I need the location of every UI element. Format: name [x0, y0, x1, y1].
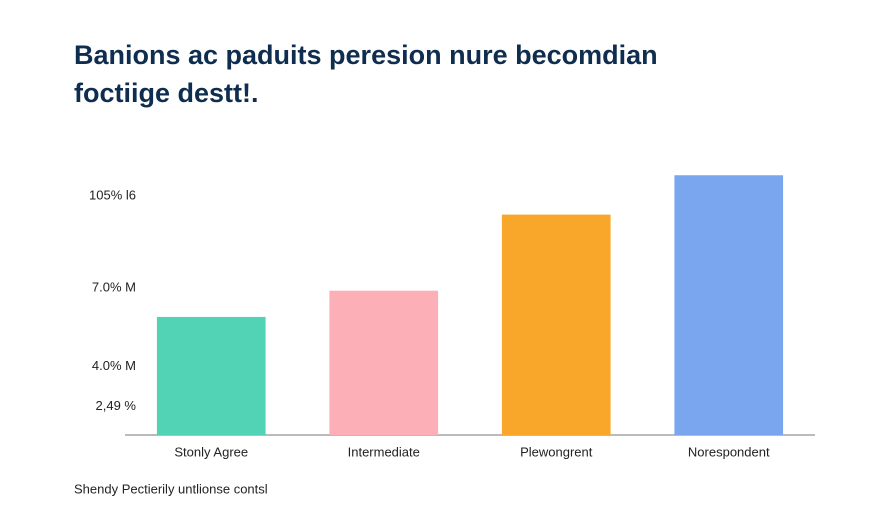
- bar: [674, 175, 784, 435]
- y-tick-label: 2,49 %: [96, 398, 137, 413]
- bar: [501, 214, 611, 435]
- y-tick-label: 105% l6: [89, 188, 136, 203]
- x-tick-label: Norespondent: [688, 444, 770, 459]
- bar: [329, 290, 439, 435]
- chart-title: Banions ac paduits peresion nure becomdi…: [74, 40, 658, 70]
- footnote: Shendy Pectierily untlionse contsl: [74, 481, 268, 496]
- chart-title: foctiige destt!.: [74, 78, 259, 108]
- x-tick-label: Stonly Agree: [174, 444, 248, 459]
- x-tick-label: Intermediate: [348, 444, 420, 459]
- bar: [156, 316, 266, 435]
- y-tick-label: 7.0% M: [92, 280, 136, 295]
- x-tick-label: Plewongrent: [520, 444, 593, 459]
- y-tick-label: 4.0% M: [92, 358, 136, 373]
